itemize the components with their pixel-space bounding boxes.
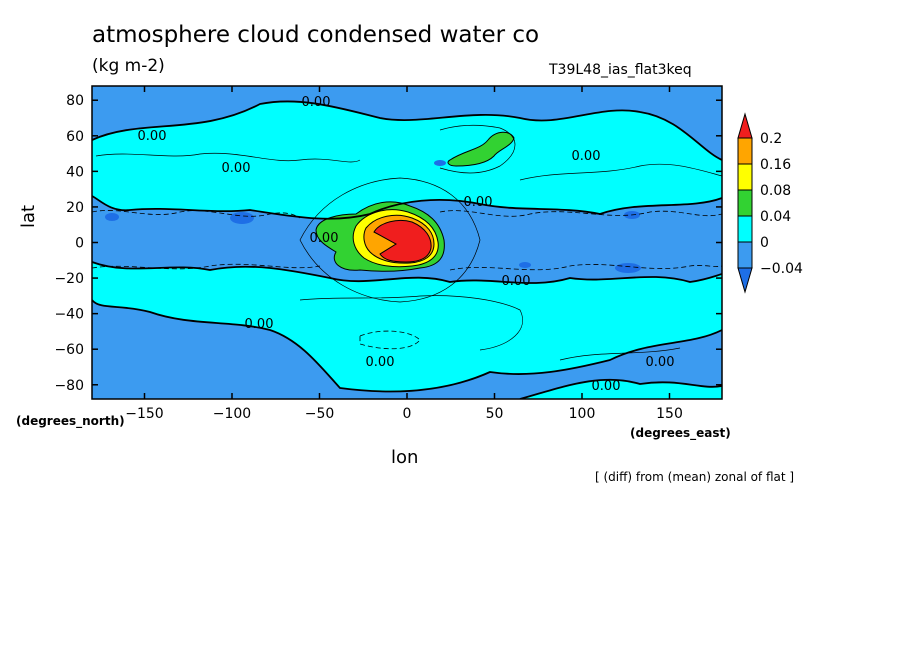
colorbar-box <box>737 137 753 165</box>
region-green-northeast <box>447 131 515 167</box>
x-units-label: (degrees_east) <box>630 426 731 440</box>
y-tick-label: 20 <box>66 200 84 216</box>
y-units-label: (degrees_north) <box>16 414 125 428</box>
colorbar-box <box>737 189 753 217</box>
contour-value-label: 0.00 <box>646 355 675 370</box>
x-axis-label: lon <box>391 447 419 468</box>
colorbar-max-triangle <box>737 112 753 139</box>
contour-value-label: 0.00 <box>302 95 331 110</box>
y-tick-label: −80 <box>54 378 84 394</box>
colorbar-label: −0.04 <box>760 261 803 277</box>
negative-patch-north <box>434 160 446 166</box>
x-axis-ticks: −150 −100 −50 0 50 100 150 <box>125 86 683 422</box>
negative-patch-far-west <box>105 213 119 221</box>
x-tick-label: −100 <box>213 406 251 422</box>
zero-contour <box>92 100 722 399</box>
colorbar-box <box>737 215 753 243</box>
contour-value-label: 0.00 <box>245 317 274 332</box>
contour-fields <box>92 86 722 399</box>
diff-note: [ (diff) from (mean) zonal of flat ] <box>595 470 795 484</box>
colorbar-label: 0.08 <box>760 183 791 199</box>
negative-patch-southeast <box>615 263 641 273</box>
negative-patch-west <box>230 212 254 224</box>
region-positive-north <box>92 101 722 219</box>
y-tick-label: 60 <box>66 129 84 145</box>
x-tick-label: 100 <box>569 406 596 422</box>
x-tick-label: −150 <box>125 406 163 422</box>
negative-contours <box>92 210 722 350</box>
colorbar-label: 0.2 <box>760 131 782 147</box>
x-tick-label: 0 <box>403 406 412 422</box>
y-tick-label: −60 <box>54 342 84 358</box>
contour-value-label: 0.00 <box>502 274 531 289</box>
colorbar: 0.2 0.16 0.08 0.04 0 −0.04 <box>737 112 803 294</box>
contour-value-label: 0.00 <box>464 195 493 210</box>
x-tick-label: 50 <box>486 406 504 422</box>
contour-value-label: 0.00 <box>222 161 251 176</box>
y-tick-label: −40 <box>54 307 84 323</box>
y-tick-label: 40 <box>66 164 84 180</box>
region-positive-south-edge <box>520 379 722 399</box>
contour-value-label: 0.00 <box>366 355 395 370</box>
colorbar-label: 0.04 <box>760 209 791 225</box>
colorbar-label: 0 <box>760 235 769 251</box>
colorbar-min-triangle <box>737 267 753 294</box>
y-tick-label: −20 <box>54 271 84 287</box>
contour-value-label: 0.00 <box>310 231 339 246</box>
y-tick-label: 0 <box>75 236 84 252</box>
colorbar-box <box>737 241 753 269</box>
colorbar-box <box>737 163 753 191</box>
x-tick-label: 150 <box>656 406 683 422</box>
negative-patch-south-center <box>519 262 531 268</box>
positive-contours <box>95 124 722 361</box>
chart-units: (kg m-2) <box>92 56 165 76</box>
contour-value-label: 0.00 <box>138 129 167 144</box>
y-axis-ticks: −80 −60 −40 −20 0 20 40 60 80 <box>54 93 722 394</box>
colorbar-label: 0.16 <box>760 157 791 173</box>
contour-labels: 0.00 0.00 0.00 0.00 0.00 0.00 0.00 0.00 0.00 0.00… <box>138 95 675 394</box>
chart-title: atmosphere cloud condensed water co <box>92 22 540 48</box>
x-tick-label: −50 <box>305 406 335 422</box>
y-tick-label: 80 <box>66 93 84 109</box>
contour-value-label: 0.00 <box>572 149 601 164</box>
run-id: T39L48_ias_flat3keq <box>549 62 692 78</box>
contour-value-label: 0.00 <box>592 379 621 394</box>
region-red <box>373 219 432 263</box>
